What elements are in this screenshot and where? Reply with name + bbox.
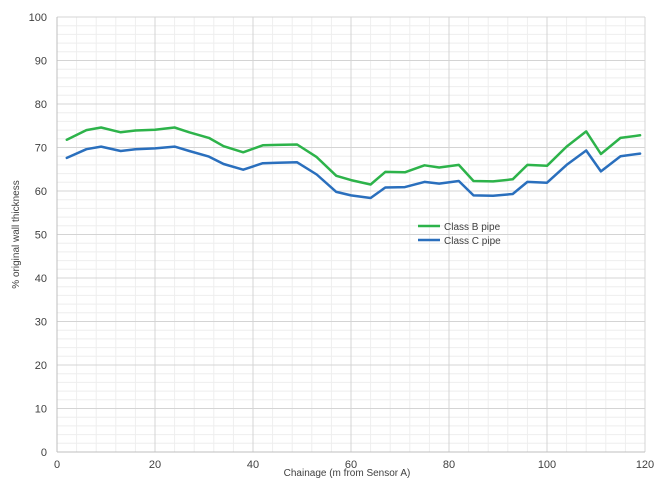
major-gridlines xyxy=(56,16,646,453)
y-axis-title: % original wall thickness xyxy=(11,180,22,288)
y-tick-label: 60 xyxy=(35,186,47,198)
x-tick-label: 40 xyxy=(247,459,259,471)
y-tick-label: 70 xyxy=(35,143,47,155)
y-tick-label: 20 xyxy=(35,360,47,372)
y-tick-label: 10 xyxy=(35,404,47,416)
series-line-class-c xyxy=(65,145,642,200)
legend-label: Class B pipe xyxy=(444,222,501,233)
series-line-class-b xyxy=(65,126,642,186)
axes xyxy=(56,17,645,453)
x-tick-label: 120 xyxy=(636,459,654,471)
x-tick-labels: 0 20 40 60 80 100 120 xyxy=(54,459,654,471)
legend: Class B pipe Class C pipe xyxy=(418,222,501,247)
x-tick-label: 100 xyxy=(538,459,556,471)
x-tick-label: 60 xyxy=(345,459,357,471)
x-tick-label: 0 xyxy=(54,459,60,471)
x-tick-label: 20 xyxy=(149,459,161,471)
y-tick-labels: 0 10 20 30 40 50 60 70 80 90 100 xyxy=(29,12,47,459)
y-tick-label: 80 xyxy=(35,99,47,111)
legend-label: Class C pipe xyxy=(444,236,501,247)
series-layer xyxy=(65,126,642,200)
x-tick-label: 80 xyxy=(443,459,455,471)
y-tick-label: 40 xyxy=(35,273,47,285)
y-tick-label: 30 xyxy=(35,317,47,329)
y-tick-label: 0 xyxy=(41,447,47,459)
y-tick-label: 50 xyxy=(35,230,47,242)
y-tick-label: 90 xyxy=(35,56,47,68)
x-axis-title: Chainage (m from Sensor A) xyxy=(284,468,411,479)
y-tick-label: 100 xyxy=(29,12,47,24)
